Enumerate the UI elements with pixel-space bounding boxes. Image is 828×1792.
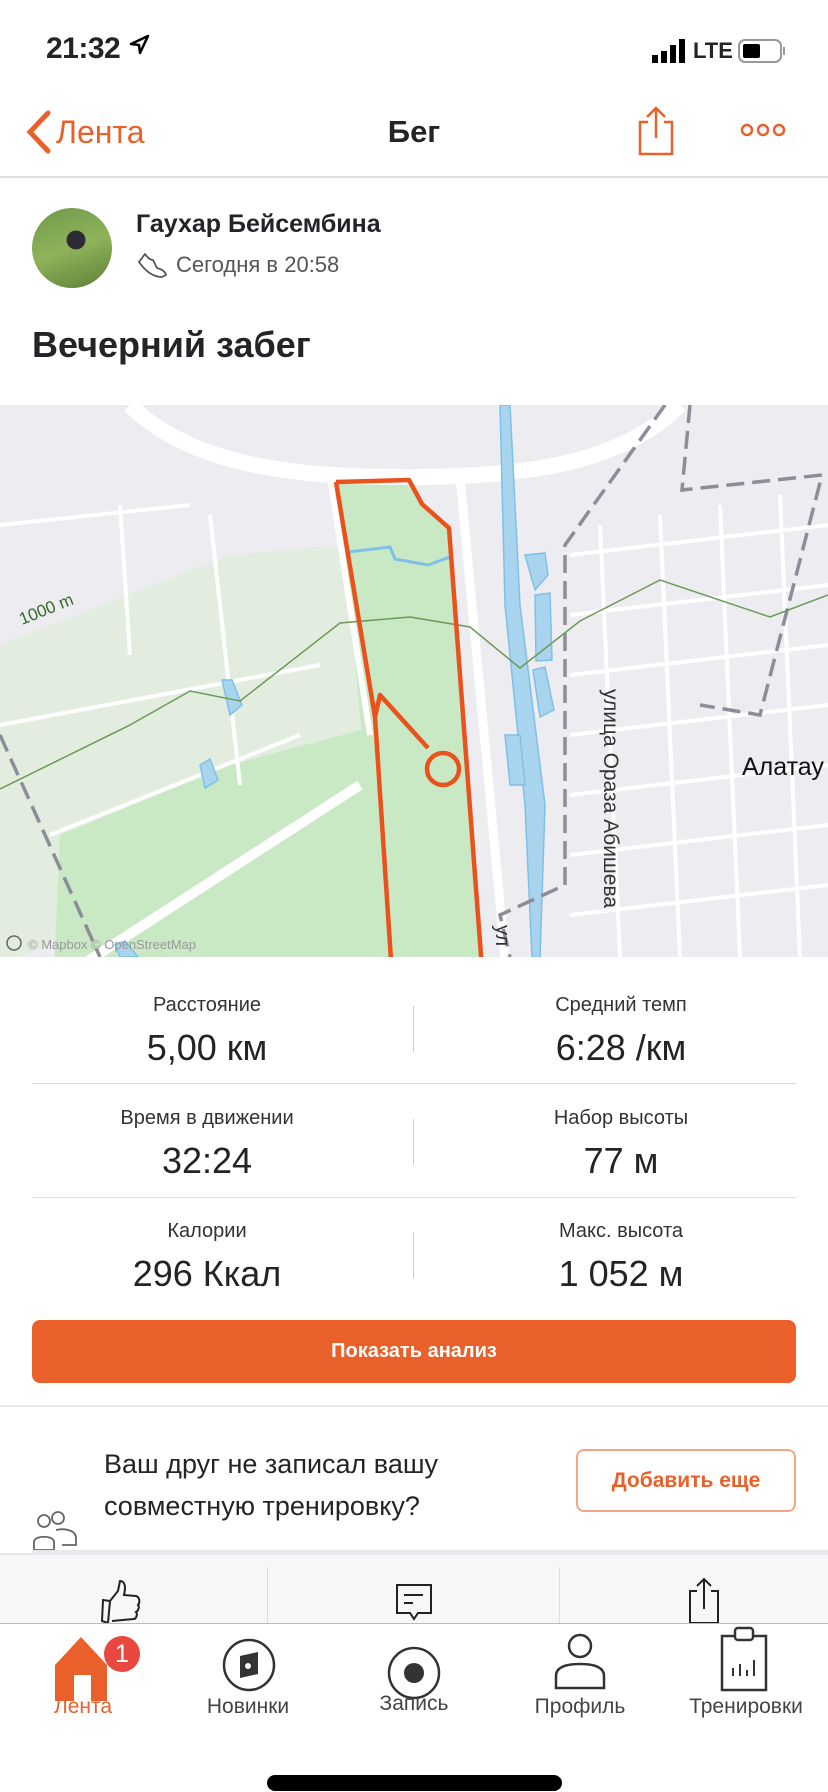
status-icons: LTE <box>652 38 786 64</box>
stat-distance: Расстояние 5,00 км <box>146 994 268 1068</box>
tab-label: Тренировки <box>689 1695 803 1718</box>
share-icon[interactable] <box>688 1577 720 1625</box>
compass-icon <box>222 1638 276 1692</box>
route-loop <box>424 750 462 788</box>
stat-moving-time: Время в движении 32:24 <box>120 1107 294 1181</box>
status-time: 21:32 <box>46 32 150 66</box>
divider <box>32 1197 796 1198</box>
record-icon <box>387 1646 441 1700</box>
divider <box>413 1232 414 1278</box>
park-southwest <box>54 725 400 957</box>
notification-badge: 1 <box>104 1636 140 1672</box>
activity-date: Сегодня в 20:58 <box>136 252 339 278</box>
clipboard-icon <box>720 1626 768 1692</box>
stream <box>347 545 451 567</box>
mapbox-logo-icon <box>6 935 22 951</box>
athlete-name[interactable]: Гаухар Бейсембина <box>136 210 381 238</box>
tab-label: Запись <box>379 1692 449 1715</box>
share-icon[interactable] <box>636 106 676 156</box>
divider <box>413 1006 414 1052</box>
avatar[interactable] <box>32 208 112 288</box>
location-arrow-icon <box>129 34 150 55</box>
network-label: LTE <box>693 38 733 63</box>
activity-title: Вечерний забег <box>32 324 311 365</box>
route-line-west <box>333 481 378 718</box>
divider <box>413 1119 414 1165</box>
water <box>114 405 555 957</box>
contour-line <box>0 579 828 790</box>
thumbs-up-icon[interactable] <box>100 1579 144 1625</box>
action-bar <box>0 1553 828 1625</box>
route-line <box>335 477 484 957</box>
street-label-2: ул <box>491 925 513 946</box>
battery-icon <box>737 39 785 63</box>
back-button[interactable]: Лента <box>24 110 145 154</box>
route-map[interactable]: 1000 m улица Ораза Абишева ул Алатау © M… <box>0 405 828 957</box>
home-indicator[interactable] <box>267 1775 562 1791</box>
signal-icon <box>652 39 685 63</box>
show-analysis-button[interactable]: Показать анализ <box>32 1320 796 1383</box>
district-label: Алатау <box>742 753 824 781</box>
back-label: Лента <box>56 113 145 150</box>
home-icon <box>55 1637 107 1701</box>
profile-icon <box>554 1633 606 1690</box>
chevron-left-icon <box>26 110 51 154</box>
boundaries <box>0 405 825 957</box>
stat-calories: Калории 296 Ккал <box>132 1220 282 1294</box>
comment-icon[interactable] <box>395 1583 433 1625</box>
page-title: Бег <box>387 114 441 149</box>
roads <box>0 405 828 957</box>
tab-bar: 1 Лента Новинки Запись Профиль Тренировк… <box>0 1623 828 1792</box>
tab-label: Новинки <box>206 1695 290 1718</box>
tab-label: Профиль <box>534 1695 626 1718</box>
tab-label: Лента <box>53 1695 113 1718</box>
park <box>338 477 482 957</box>
stat-pace: Средний темп 6:28 /км <box>555 994 687 1068</box>
street-label: улица Ораза Абишева <box>599 689 622 908</box>
stat-elevation-gain: Набор высоты 77 м <box>553 1107 689 1181</box>
group-icon <box>33 1511 77 1551</box>
add-more-button[interactable]: Добавить еще <box>576 1449 796 1512</box>
stat-max-elevation: Макс. высота 1 052 м <box>558 1220 684 1294</box>
map-attribution[interactable]: © Mapbox © OpenStreetMap <box>28 937 196 952</box>
divider <box>32 1083 796 1084</box>
more-icon[interactable] <box>740 122 786 138</box>
friend-prompt-text: Ваш друг не записал вашу совместную трени… <box>104 1449 439 1521</box>
shoe-icon <box>138 253 167 278</box>
